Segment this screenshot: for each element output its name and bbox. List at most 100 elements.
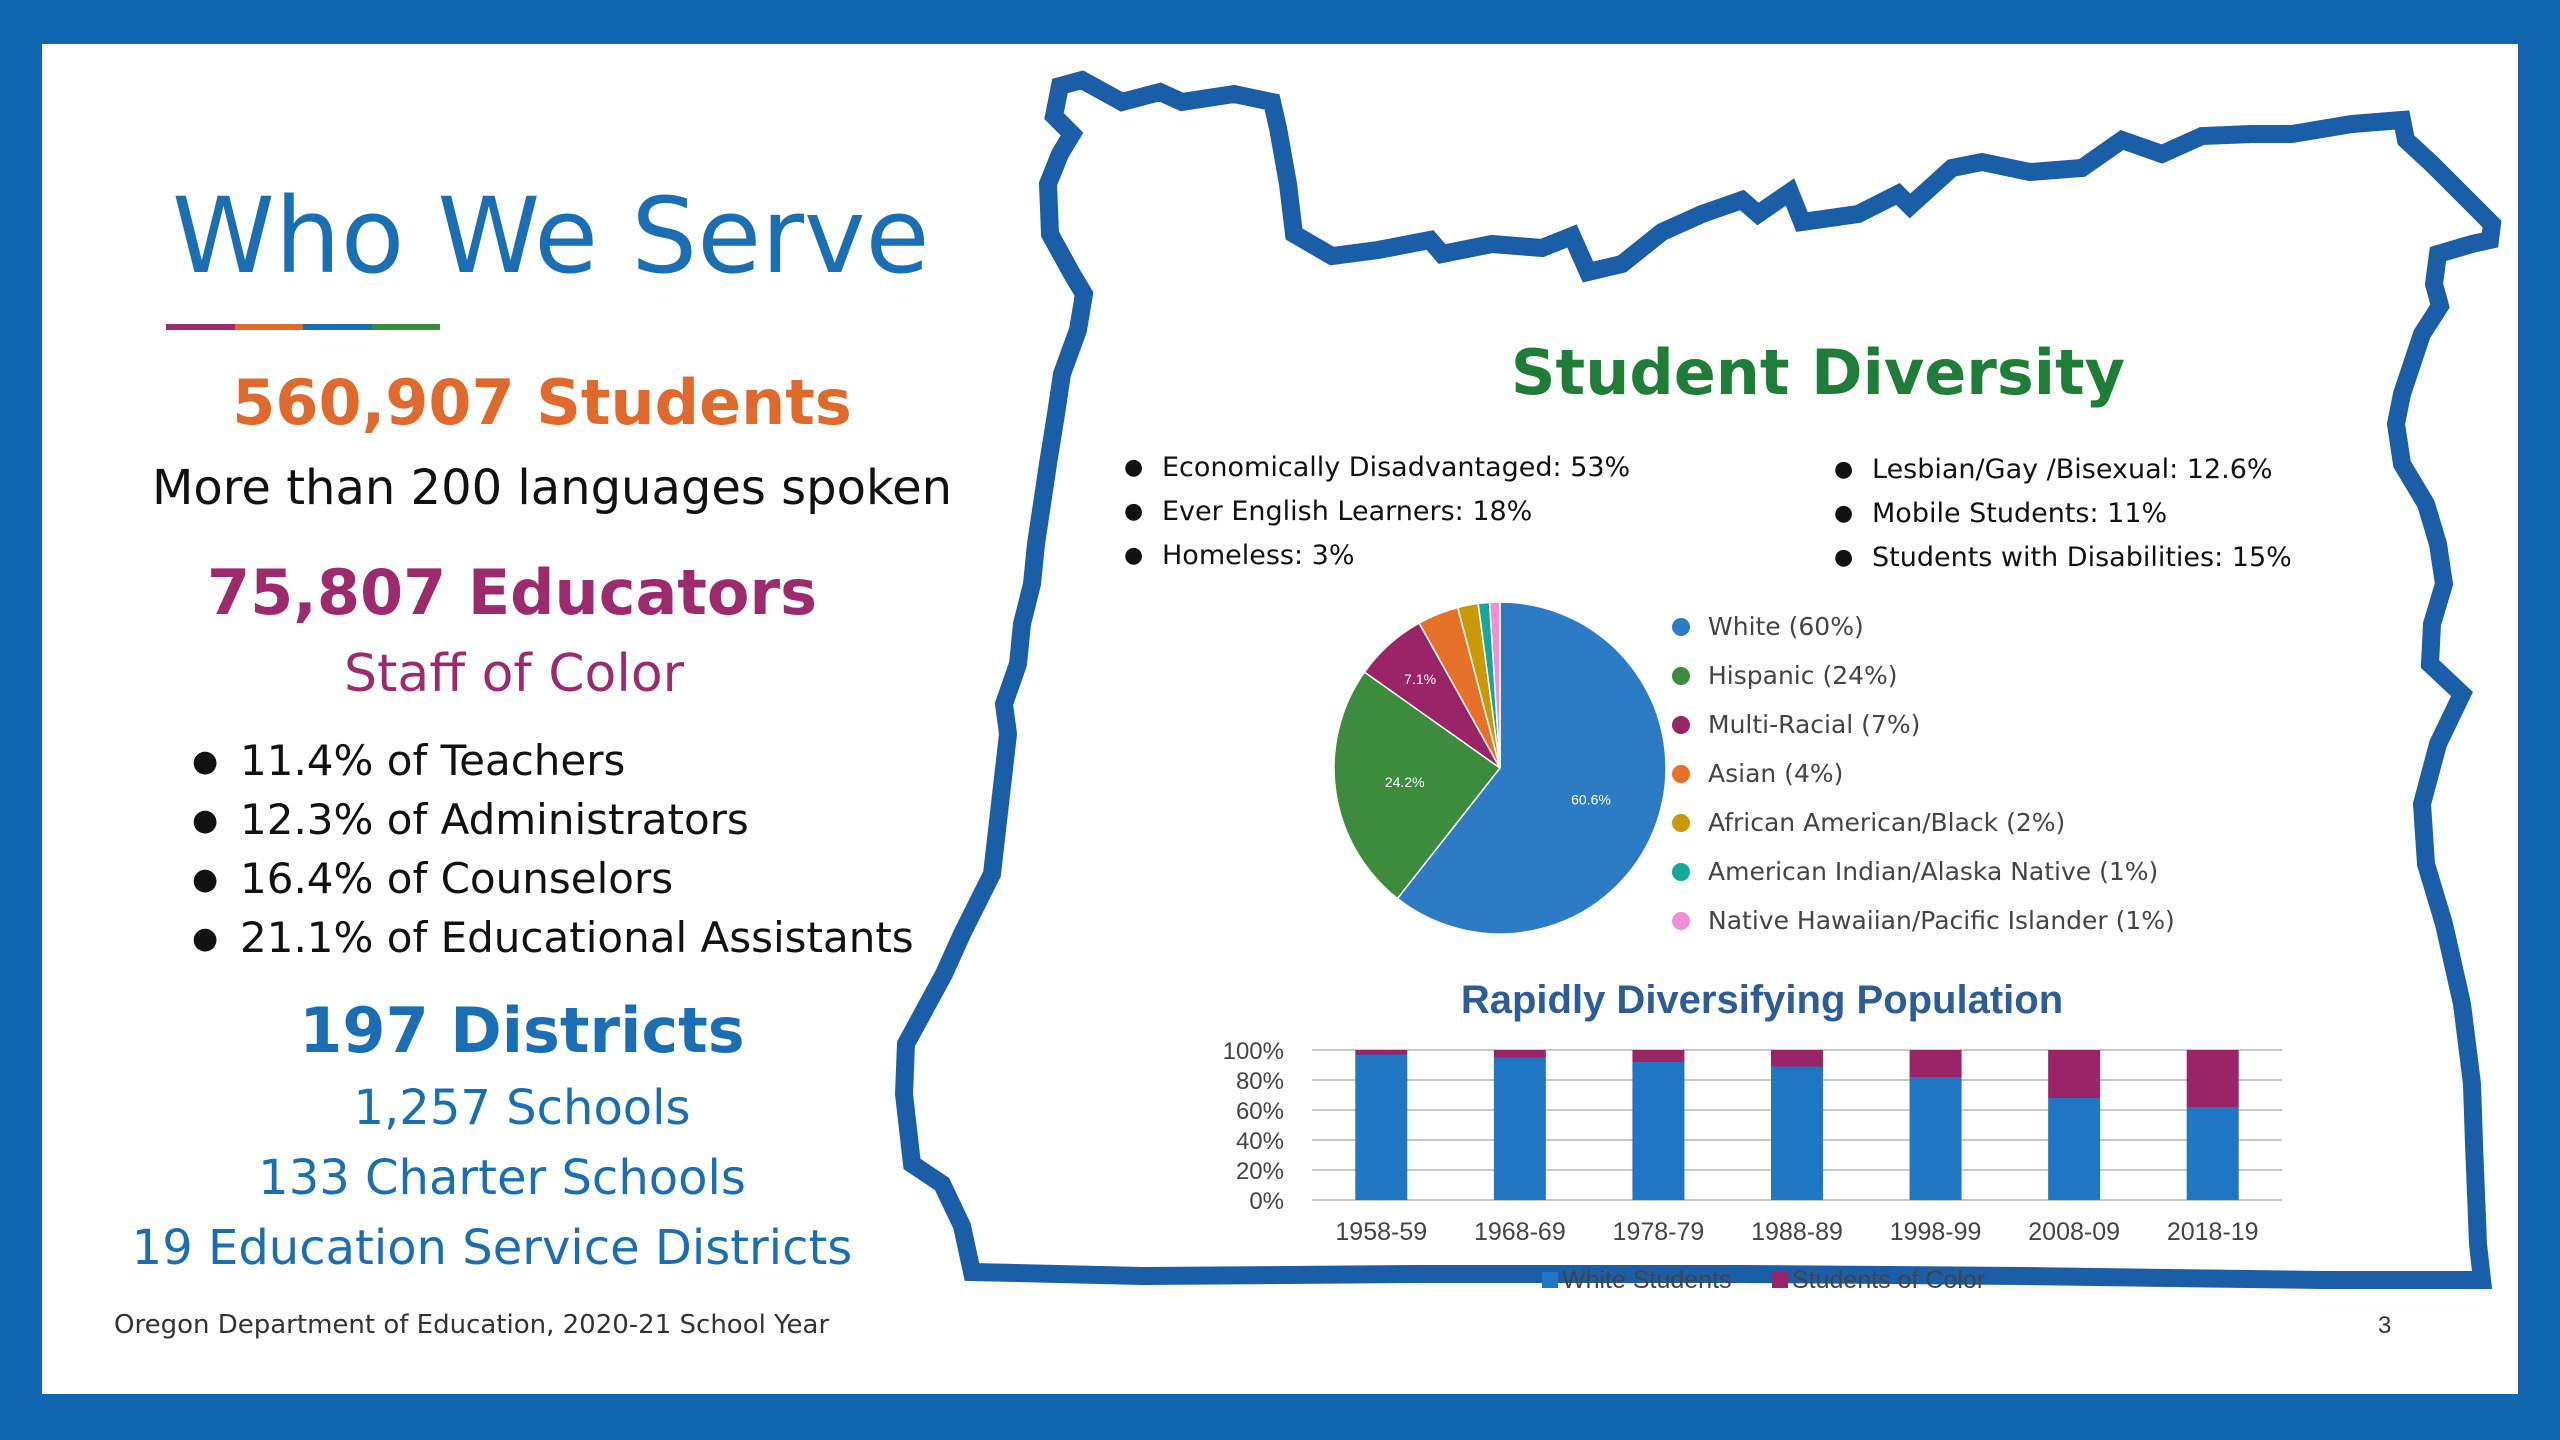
x-tick-label: 1988-89 [1751, 1218, 1843, 1246]
page-number: 3 [2378, 1312, 2392, 1339]
accent-segment [303, 324, 372, 330]
diversity-bullets-left: ● Economically Disadvantaged: 53% ● Ever E… [1124, 446, 1630, 578]
accent-segment [371, 324, 440, 330]
y-tick-label: 20% [1236, 1158, 1284, 1185]
legend-label: White Students [1562, 1266, 1732, 1294]
bar-segment [1771, 1066, 1823, 1200]
legend-item: White (60%) [1672, 602, 2175, 651]
x-tick-label: 1998-99 [1890, 1218, 1982, 1246]
pie-data-label: 60.6% [1571, 791, 1611, 807]
list-item-text: 16.4% of Counselors [240, 854, 674, 903]
legend-swatch [1672, 863, 1690, 881]
oregon-map-outline [894, 70, 2502, 1289]
legend-swatch [1672, 765, 1690, 783]
legend-swatch [1772, 1272, 1788, 1288]
bar-segment [1355, 1050, 1408, 1055]
legend-item: Native Hawaiian/Pacific Islander (1%) [1672, 896, 2175, 945]
legend-swatch [1542, 1272, 1558, 1288]
page-title: Who We Serve [172, 175, 930, 297]
y-tick-label: 100% [1223, 1038, 1284, 1065]
bar-segment [2048, 1098, 2101, 1200]
y-tick-label: 0% [1249, 1188, 1284, 1215]
legend-swatch [1672, 716, 1690, 734]
list-item: ● 12.3% of Administrators [192, 791, 914, 850]
staff-of-color-heading: Staff of Color [343, 644, 685, 704]
pie-slice [1333, 671, 1502, 900]
pie-slice [1488, 601, 1501, 769]
legend-item: Hispanic (24%) [1672, 651, 2175, 700]
list-item-text: Homeless: 3% [1162, 540, 1355, 571]
x-tick-label: 2008-09 [2028, 1218, 2120, 1246]
bar-segment [1493, 1050, 1546, 1058]
list-item: ● 21.1% of Educational Assistants [192, 909, 914, 968]
slide: Who We Serve 560,907 Students More than … [42, 44, 2518, 1394]
list-item-text: Ever English Learners: 18% [1162, 496, 1533, 527]
legend-label: American Indian/Alaska Native (1%) [1708, 857, 2159, 886]
pie-data-label: 24.2% [1385, 774, 1425, 790]
list-item: ● Lesbian/Gay /Bisexual: 12.6% [1834, 448, 2292, 492]
x-tick-label: 2018-19 [2167, 1218, 2259, 1246]
pie-svg: 60.6% 24.2% 7.1% [1333, 601, 1667, 935]
bullet-icon: ● [1834, 457, 1854, 482]
list-item: ● Mobile Students: 11% [1834, 492, 2292, 536]
accent-segment [234, 324, 303, 330]
list-item-text: 21.1% of Educational Assistants [240, 913, 914, 962]
student-diversity-title: Student Diversity [1510, 336, 2126, 409]
footer-source: Oregon Department of Education, 2020-21 … [114, 1310, 830, 1340]
bullet-icon: ● [192, 744, 219, 779]
list-item: ● Homeless: 3% [1124, 534, 1630, 578]
y-tick-label: 40% [1236, 1128, 1284, 1155]
bullet-icon: ● [1834, 545, 1854, 570]
race-pie-chart: 60.6% 24.2% 7.1% [1300, 568, 1700, 968]
legend-item: Multi-Racial (7%) [1672, 700, 2175, 749]
districts-headline: 197 Districts [299, 994, 745, 1067]
legend-label: Multi-Racial (7%) [1708, 710, 1921, 739]
bullet-icon: ● [1124, 543, 1144, 568]
legend-label: Students of Color [1792, 1266, 1985, 1294]
pie-legend: White (60%) Hispanic (24%) Multi-Racial (7… [1672, 602, 2175, 945]
students-headline: 560,907 Students [232, 366, 852, 439]
population-bar-chart: 0% 20% 40% 60% 80% 100% 1958-59 1968-69 1978-79 1… [1212, 1034, 2302, 1314]
bullet-icon: ● [192, 862, 219, 897]
pie-slice [1396, 601, 1667, 935]
title-accent-bar [166, 324, 440, 330]
bar-segment [1632, 1050, 1685, 1062]
bar-svg: 0% 20% 40% 60% 80% 100% 1958-59 1968-69 1978-79 1… [1223, 1038, 2282, 1294]
legend-item: African American/Black (2%) [1672, 798, 2175, 847]
oregon-state-border [894, 70, 2502, 1289]
list-item: ● Economically Disadvantaged: 53% [1124, 446, 1630, 490]
esd-line: 19 Education Service Districts [131, 1220, 853, 1276]
list-item-text: Economically Disadvantaged: 53% [1162, 452, 1631, 483]
diversity-bullets-right: ● Lesbian/Gay /Bisexual: 12.6% ● Mobile St… [1834, 448, 2292, 580]
bullet-icon: ● [1124, 455, 1144, 480]
bullet-icon: ● [192, 921, 219, 956]
bar-segment [2186, 1050, 2239, 1107]
charter-schools-line: 133 Charter Schools [258, 1150, 746, 1206]
list-item-text: Lesbian/Gay /Bisexual: 12.6% [1872, 454, 2273, 485]
bar-segment [1493, 1057, 1546, 1200]
staff-of-color-list: ● 11.4% of Teachers ● 12.3% of Administrat… [192, 732, 914, 968]
list-item: ● Ever English Learners: 18% [1124, 490, 1630, 534]
legend-label: African American/Black (2%) [1708, 808, 2066, 837]
legend-label: White (60%) [1708, 612, 1864, 641]
list-item-text: 12.3% of Administrators [240, 795, 749, 844]
legend-swatch [1672, 912, 1690, 930]
list-item-text: Mobile Students: 11% [1872, 498, 2168, 529]
y-tick-label: 80% [1236, 1068, 1284, 1095]
bullet-icon: ● [1834, 501, 1854, 526]
bar-segment [1355, 1054, 1408, 1200]
list-item-text: Students with Disabilities: 15% [1872, 542, 2292, 573]
list-item: ● 16.4% of Counselors [192, 850, 914, 909]
languages-line: More than 200 languages spoken [151, 460, 953, 516]
educators-headline: 75,807 Educators [206, 556, 817, 629]
accent-segment [166, 324, 235, 330]
x-tick-label: 1958-59 [1335, 1218, 1427, 1246]
bar-segment [1909, 1077, 1962, 1200]
legend-swatch [1672, 667, 1690, 685]
legend-label: Native Hawaiian/Pacific Islander (1%) [1708, 906, 2175, 935]
bar-segment [2048, 1050, 2101, 1098]
legend-label: Asian (4%) [1708, 759, 1844, 788]
list-item: ● Students with Disabilities: 15% [1834, 536, 2292, 580]
legend-swatch [1672, 814, 1690, 832]
x-tick-label: 1968-69 [1474, 1218, 1566, 1246]
